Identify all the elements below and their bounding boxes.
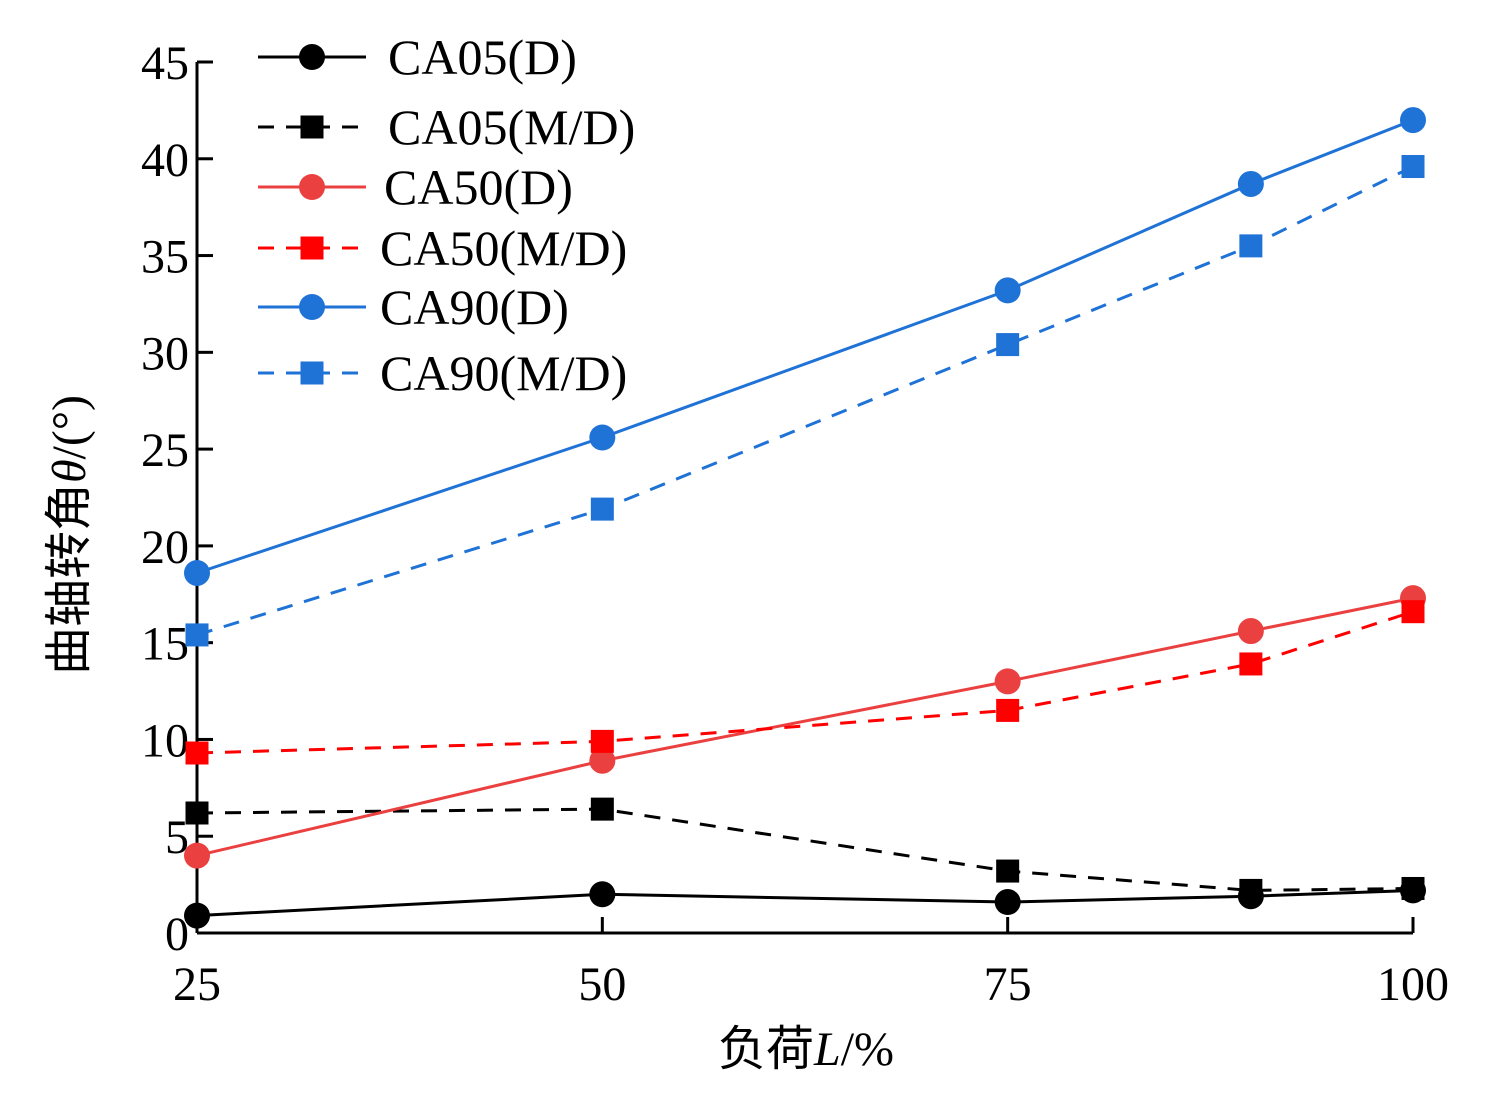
x-tick-label: 50 bbox=[578, 958, 626, 1011]
data-point bbox=[996, 333, 1020, 357]
data-point bbox=[590, 497, 614, 521]
legend-label: CA50(D) bbox=[384, 159, 573, 215]
data-point bbox=[1401, 876, 1425, 900]
axes bbox=[195, 62, 1413, 935]
data-point bbox=[184, 902, 210, 929]
data-point bbox=[184, 559, 210, 586]
series-ca90-m-d bbox=[185, 155, 1425, 647]
x-tick-label: 25 bbox=[173, 958, 221, 1011]
data-point bbox=[185, 623, 209, 647]
series-line bbox=[196, 610, 1414, 755]
data-point bbox=[1239, 234, 1263, 258]
data-point bbox=[994, 277, 1021, 304]
data-point bbox=[1237, 170, 1264, 197]
legend-label: CA90(D) bbox=[380, 279, 569, 335]
x-axis-title-text: 负荷 bbox=[718, 1021, 814, 1077]
legend-marker bbox=[300, 236, 324, 260]
y-tick-label: 40 bbox=[141, 134, 189, 187]
y-axis-title-variable: θ bbox=[43, 459, 96, 483]
legend-marker bbox=[299, 294, 325, 320]
legend-item: CA50(M/D) bbox=[258, 220, 627, 276]
y-tick-label: 25 bbox=[141, 424, 189, 477]
y-axis-title-unit: /(°) bbox=[43, 395, 96, 460]
series-line bbox=[196, 596, 1414, 858]
x-axis-title-variable: L bbox=[813, 1023, 841, 1076]
legend-item: CA90(D) bbox=[258, 279, 569, 335]
legend-item: CA50(D) bbox=[258, 159, 573, 215]
y-axis-title: 曲轴转角θ/(°) bbox=[41, 395, 97, 675]
data-point bbox=[589, 424, 616, 451]
y-tick-label: 20 bbox=[141, 521, 189, 574]
data-point bbox=[1239, 878, 1263, 902]
data-point bbox=[994, 889, 1021, 916]
legend-label: CA05(M/D) bbox=[388, 99, 635, 155]
legend-marker bbox=[300, 115, 324, 139]
legend-label: CA50(M/D) bbox=[380, 220, 627, 276]
x-tick-label: 75 bbox=[984, 958, 1032, 1011]
legend-marker bbox=[300, 361, 324, 385]
x-axis-title-unit: /% bbox=[841, 1023, 894, 1076]
data-point bbox=[589, 881, 616, 908]
data-point bbox=[1400, 107, 1426, 134]
y-tick-label: 10 bbox=[141, 714, 189, 767]
legend-item: CA05(D) bbox=[258, 29, 577, 85]
data-point bbox=[1401, 600, 1425, 624]
legend-marker bbox=[299, 44, 325, 70]
legend-label: CA90(M/D) bbox=[380, 345, 627, 401]
series-line bbox=[196, 888, 1414, 918]
data-point bbox=[1239, 652, 1263, 676]
legend-label: CA05(D) bbox=[388, 29, 577, 85]
data-point bbox=[590, 729, 614, 753]
legend-item: CA90(M/D) bbox=[258, 345, 627, 401]
data-point bbox=[1401, 155, 1425, 179]
x-axis-title: 负荷L/% bbox=[718, 1021, 894, 1077]
data-point bbox=[994, 668, 1021, 695]
legend: CA05(D) CA05(M/D)CA50(D)CA50(M/D)CA90(D) C… bbox=[258, 29, 635, 401]
data-point bbox=[589, 747, 616, 774]
plot-series bbox=[184, 107, 1426, 929]
series-ca50-d bbox=[184, 585, 1426, 869]
data-point bbox=[185, 741, 209, 765]
series-line bbox=[196, 807, 1414, 892]
data-point bbox=[590, 797, 614, 821]
data-point bbox=[184, 842, 210, 869]
legend-marker bbox=[299, 174, 325, 200]
x-ticks: 25 50 75 100 bbox=[173, 917, 1449, 1011]
y-tick-label: 30 bbox=[141, 327, 189, 380]
data-point bbox=[996, 698, 1020, 722]
y-tick-label: 45 bbox=[141, 37, 189, 90]
series-line bbox=[196, 165, 1414, 637]
data-point bbox=[1237, 618, 1264, 645]
y-tick-label: 35 bbox=[141, 231, 189, 284]
y-tick-label: 15 bbox=[141, 618, 189, 671]
y-axis-title-text: 曲轴转角 bbox=[41, 483, 97, 675]
x-tick-label: 100 bbox=[1377, 958, 1449, 1011]
series-ca50-m-d bbox=[185, 600, 1425, 765]
legend-item: CA05(M/D) bbox=[258, 99, 635, 155]
series-ca90-d bbox=[184, 107, 1426, 586]
data-point bbox=[185, 801, 209, 825]
data-point bbox=[996, 859, 1020, 883]
series-ca05-m-d bbox=[185, 797, 1425, 902]
